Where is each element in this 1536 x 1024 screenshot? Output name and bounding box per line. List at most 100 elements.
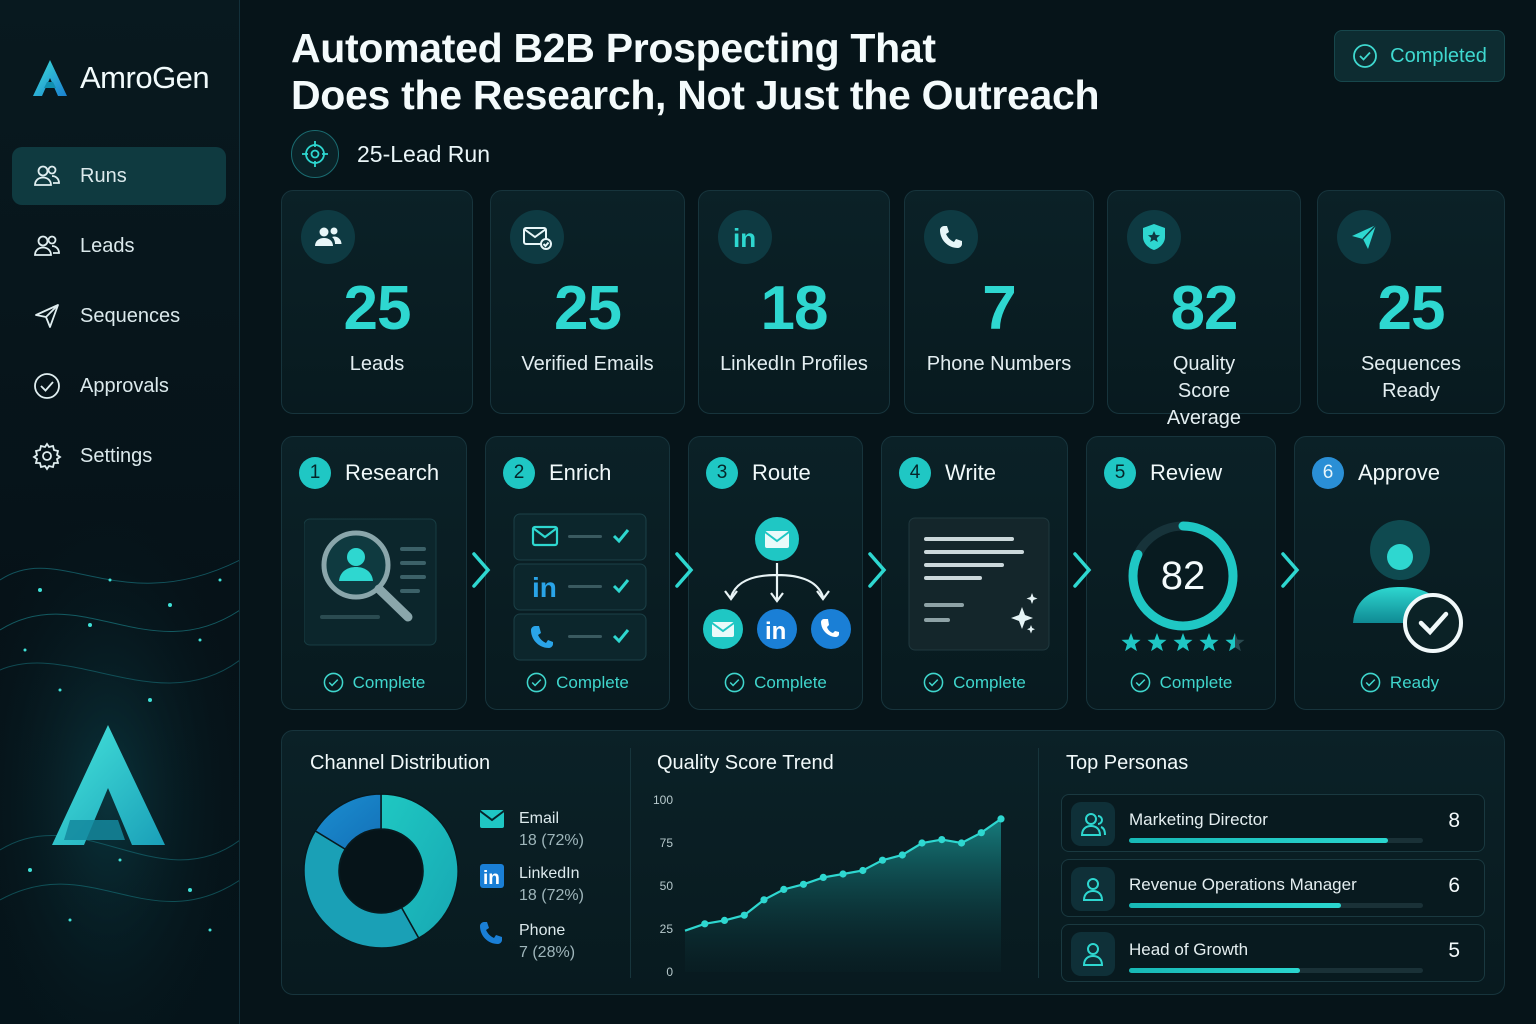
- user-icon: [1071, 867, 1115, 911]
- stat-card-phone-numbers[interactable]: 7 Phone Numbers: [904, 190, 1094, 414]
- step-number: 2: [503, 457, 535, 489]
- persona-row-revenue-operations-manager[interactable]: Revenue Operations Manager 6: [1061, 859, 1485, 917]
- status-badge: Completed: [1334, 30, 1505, 82]
- star-half-icon: [1225, 633, 1235, 652]
- app-name: AmroGen: [80, 60, 210, 95]
- svg-text:in: in: [765, 618, 786, 645]
- stat-card-linkedin-profiles[interactable]: in 18 LinkedIn Profiles: [698, 190, 890, 414]
- send-icon: [1337, 210, 1391, 264]
- step-card-enrich[interactable]: 2 Enrich in Complete: [485, 436, 670, 710]
- gear-icon: [32, 442, 62, 471]
- stat-value: 7: [982, 274, 1016, 343]
- amrogen-large-logo: [52, 725, 165, 845]
- status-text: Completed: [1390, 44, 1487, 67]
- step-title: Review: [1150, 460, 1223, 485]
- step-card-route[interactable]: 3 Route in Complete: [688, 436, 863, 710]
- trend-point: [740, 911, 748, 919]
- legend-item-phone: Phone 7 (28%): [479, 920, 575, 964]
- step-number: 4: [899, 457, 931, 489]
- sidebar-item-runs[interactable]: Runs: [12, 147, 226, 205]
- step-status: Complete: [486, 672, 669, 693]
- legend-detail: 18 (72%): [519, 832, 584, 849]
- persona-bar-fill: [1129, 903, 1341, 908]
- step-status: Complete: [282, 672, 466, 693]
- step-card-review[interactable]: 5 Review 82 Complete: [1086, 436, 1276, 710]
- route-illustration: in: [703, 517, 851, 649]
- donut-slice-email: [380, 793, 459, 940]
- chevron-right-icon: [472, 552, 491, 588]
- y-tick-label: 50: [660, 879, 674, 893]
- step-card-research[interactable]: 1 Research Complete: [281, 436, 467, 710]
- page-title-line2: Does the Research, Not Just the Outreach: [291, 72, 1100, 118]
- step-status-text: Complete: [953, 672, 1026, 692]
- write-illustration: [908, 517, 1050, 651]
- step-status: Ready: [1295, 672, 1504, 693]
- stat-card-leads[interactable]: 25 Leads: [281, 190, 473, 414]
- review-score-value: 82: [1161, 554, 1206, 598]
- stat-label: Phone Numbers: [926, 353, 1072, 375]
- legend-detail: 18 (72%): [519, 887, 584, 904]
- run-name: 25-Lead Run: [357, 140, 490, 167]
- persona-bar-fill: [1129, 838, 1388, 843]
- stat-value: 25: [343, 274, 412, 343]
- step-status-text: Complete: [1159, 672, 1233, 692]
- step-title: Research: [345, 460, 440, 485]
- sidebar-item-approvals[interactable]: Approvals: [12, 357, 226, 415]
- trend-point: [878, 856, 887, 864]
- channel-donut-chart: [303, 793, 459, 949]
- sidebar-item-leads[interactable]: Leads: [12, 217, 226, 275]
- step-status-text: Ready: [1389, 672, 1440, 692]
- stat-label: Leads: [349, 353, 405, 375]
- svg-text:in: in: [483, 868, 500, 889]
- stat-label: Verified Emails: [521, 353, 654, 375]
- sidebar-nav: Runs Leads Sequences Approvals Settings: [12, 147, 226, 497]
- shield-star-icon: [1127, 210, 1181, 264]
- run-label: 25-Lead Run: [291, 130, 490, 178]
- step-card-approve[interactable]: 6 Approve Ready: [1294, 436, 1505, 710]
- quality-trend-title: Quality Score Trend: [657, 752, 834, 774]
- sidebar-item-settings[interactable]: Settings: [12, 427, 226, 485]
- trend-point: [997, 815, 1005, 823]
- check-circle-icon: [1353, 44, 1378, 68]
- target-icon: [291, 130, 339, 178]
- trend-point: [720, 916, 729, 924]
- stat-card-sequences-ready[interactable]: 25 Sequences Ready: [1317, 190, 1505, 414]
- persona-bar: [1129, 903, 1423, 908]
- persona-row-marketing-director[interactable]: Marketing Director 8: [1061, 794, 1485, 852]
- user-icon: [1071, 802, 1115, 846]
- check-circle-icon: [724, 672, 745, 693]
- persona-row-head-of-growth[interactable]: Head of Growth 5: [1061, 924, 1485, 982]
- app-logo[interactable]: AmroGen: [30, 58, 210, 98]
- step-card-write[interactable]: 4 Write Complete: [881, 436, 1068, 710]
- trend-area: [685, 818, 1001, 972]
- user-icon: [1071, 932, 1115, 976]
- linkedin-icon: in: [718, 210, 772, 264]
- legend-name: Phone: [519, 922, 566, 939]
- y-tick-label: 75: [660, 836, 674, 850]
- step-number: 5: [1104, 457, 1136, 489]
- check-circle-icon: [1130, 672, 1150, 693]
- step-header: 1 Research: [299, 457, 439, 489]
- mail-icon: [479, 810, 505, 828]
- page-title-line1: Automated B2B Prospecting That: [291, 25, 936, 71]
- step-status-text: Complete: [556, 672, 629, 692]
- persona-count: 5: [1448, 939, 1460, 962]
- trend-point: [898, 851, 906, 859]
- trend-point: [977, 829, 985, 837]
- check-circle-icon: [34, 373, 60, 399]
- persona-name: Marketing Director: [1129, 810, 1268, 829]
- legend-item-linkedin: in LinkedIn 18 (72%): [479, 863, 584, 907]
- sidebar-item-label: Settings: [80, 444, 153, 467]
- research-illustration: [304, 518, 437, 646]
- y-tick-label: 25: [660, 922, 674, 936]
- check-circle-icon: [923, 672, 944, 693]
- review-score-gauge: 82: [1121, 521, 1245, 652]
- sidebar-item-sequences[interactable]: Sequences: [12, 287, 226, 345]
- persona-bar: [1129, 838, 1423, 843]
- users-icon: [301, 210, 355, 264]
- stat-value: 82: [1170, 274, 1239, 343]
- stat-card-quality-score[interactable]: 82 Quality Score Average: [1107, 190, 1301, 429]
- svg-text:in: in: [532, 572, 557, 603]
- star-icon: [1173, 633, 1193, 652]
- stat-card-verified-emails[interactable]: 25 Verified Emails: [490, 190, 685, 414]
